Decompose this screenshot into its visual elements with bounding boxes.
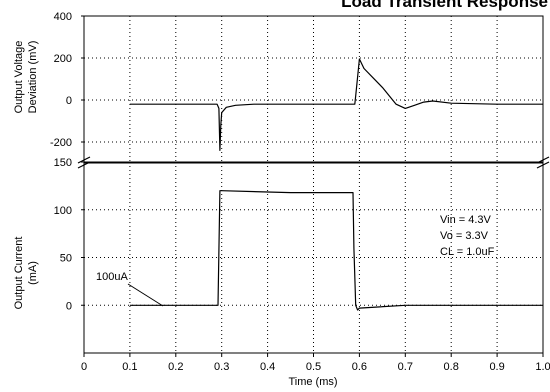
output-current-panel: 150 100 50 0 bbox=[54, 157, 544, 354]
axis-break-left bbox=[77, 156, 91, 169]
voltage-ylabel-line2: Deviation (mV) bbox=[27, 41, 39, 114]
x-tick-label: 0.1 bbox=[122, 361, 137, 373]
current-ytick-label: 100 bbox=[54, 205, 72, 217]
x-tick-label: 1.0 bbox=[535, 361, 550, 373]
x-tick-label: 0.8 bbox=[444, 361, 459, 373]
x-tick-label: 0 bbox=[81, 361, 87, 373]
x-tick-label: 0.5 bbox=[306, 361, 321, 373]
current-ytick-label: 150 bbox=[54, 157, 72, 169]
voltage-deviation-panel: 400 200 0 -200 bbox=[50, 11, 544, 164]
voltage-ytick-label: -200 bbox=[50, 137, 72, 149]
annotation-vo: Vo = 3.3V bbox=[440, 230, 489, 242]
voltage-ytick-label: 200 bbox=[54, 53, 72, 65]
voltage-ytick-label: 400 bbox=[54, 11, 72, 23]
x-tick-label: 0.7 bbox=[398, 361, 413, 373]
x-axis-label: Time (ms) bbox=[288, 376, 337, 388]
axis-break-right bbox=[536, 156, 550, 169]
x-tick-label: 0.2 bbox=[168, 361, 183, 373]
voltage-ytick-label: 0 bbox=[66, 95, 72, 107]
x-tick-label: 0.3 bbox=[214, 361, 229, 373]
annotation-100ua-arrow bbox=[127, 283, 164, 307]
x-tick-label: 0.9 bbox=[489, 361, 504, 373]
current-ylabel-line1: Output Current bbox=[13, 237, 25, 310]
voltage-trace bbox=[129, 58, 543, 151]
current-ytick-label: 0 bbox=[66, 300, 72, 312]
current-ylabel-line2: (mA) bbox=[27, 261, 39, 285]
annotation-vin: Vin = 4.3V bbox=[440, 214, 492, 226]
current-trace bbox=[129, 190, 543, 311]
voltage-ylabel-line1: Output Voltage bbox=[13, 41, 25, 114]
annotation-100ua: 100uA bbox=[96, 271, 128, 283]
current-ytick-label: 50 bbox=[60, 253, 72, 265]
x-tick-label: 0.4 bbox=[260, 361, 275, 373]
annotation-cl: CL = 1.0uF bbox=[440, 246, 495, 258]
chart-title: Load Transient Response bbox=[341, 0, 548, 11]
x-axis-ticks: 0 0.1 0.2 0.3 0.4 0.5 0.6 0.7 0.8 0.9 1.0 bbox=[81, 353, 550, 373]
x-tick-label: 0.6 bbox=[352, 361, 367, 373]
